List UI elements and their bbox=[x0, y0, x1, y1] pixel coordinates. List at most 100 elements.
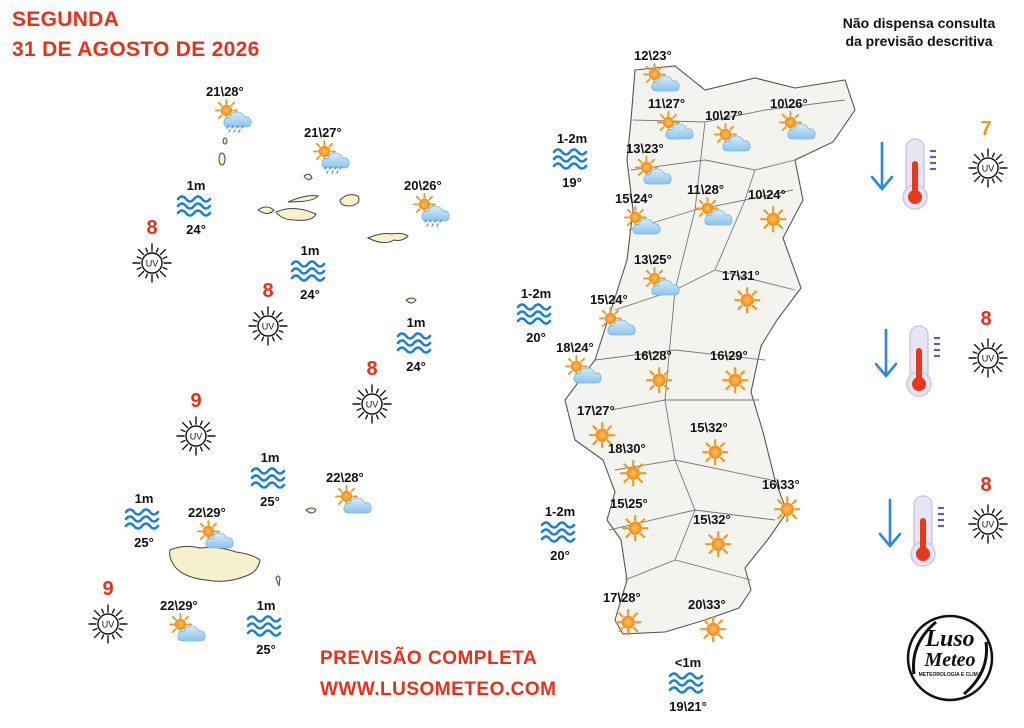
city-forecast-temp: 12\23° bbox=[634, 48, 672, 63]
city-forecast-temp: 10\26° bbox=[770, 96, 808, 111]
city-forecast-temp: 16\29° bbox=[710, 348, 748, 363]
island-forecast-temp: 20\26° bbox=[404, 178, 442, 193]
temperature-down-indicator bbox=[878, 495, 944, 567]
waves-icon bbox=[176, 195, 212, 217]
wave-height: 1-2m bbox=[520, 286, 552, 301]
sea-temp: 24° bbox=[406, 359, 426, 374]
sun-rain-icon bbox=[313, 140, 350, 174]
sun-icon bbox=[619, 460, 647, 487]
city-forecast-temp: 13\23° bbox=[626, 141, 664, 156]
city-forecast-temp: 18\24° bbox=[556, 340, 594, 355]
waves-icon bbox=[290, 260, 326, 282]
city-forecast-temp: 15\24° bbox=[615, 191, 653, 206]
date-title: 31 DE AGOSTO DE 2026 bbox=[12, 38, 260, 61]
wave-height: <1m bbox=[674, 655, 702, 670]
uv-label: UV bbox=[366, 400, 379, 410]
sea-temp: 20° bbox=[526, 330, 546, 345]
city-forecast-temp: 17\31° bbox=[722, 268, 760, 283]
waves-icon bbox=[552, 148, 588, 170]
wave-height: 1m bbox=[256, 598, 276, 613]
disclaimer: Não dispensa consulta da previsão descri… bbox=[824, 14, 1014, 50]
island-uv-value: 8 bbox=[366, 358, 378, 380]
city-forecast-temp: 17\27° bbox=[577, 403, 615, 418]
wave-height: 1-2m bbox=[544, 504, 576, 519]
sun-icon bbox=[759, 206, 787, 233]
island-sea-state: 1m 25° bbox=[124, 491, 164, 550]
sun-cloud-icon bbox=[168, 613, 206, 642]
island-uv-icon: UV bbox=[88, 604, 128, 644]
sun-cloud-icon bbox=[643, 63, 680, 92]
sun-cloud-icon bbox=[624, 206, 661, 235]
waves-icon bbox=[124, 508, 160, 530]
sea-temp: 19\21° bbox=[669, 699, 707, 714]
island-uv-icon: UV bbox=[132, 243, 172, 283]
waves-icon bbox=[540, 521, 576, 543]
down-arrow-icon bbox=[878, 498, 902, 549]
footer-link[interactable]: WWW.LUSOMETEO.COM bbox=[320, 679, 557, 700]
sun-rain-icon bbox=[214, 99, 252, 133]
logo-word-1: Luso bbox=[925, 626, 975, 652]
sun-cloud-icon bbox=[714, 123, 751, 152]
wave-height: 1-2m bbox=[556, 131, 588, 146]
sun-icon bbox=[704, 530, 732, 558]
city-forecast-temp: 15\25° bbox=[610, 496, 648, 511]
sea-temp: 25° bbox=[256, 642, 276, 657]
island-pico bbox=[275, 208, 317, 221]
sun-icon bbox=[701, 439, 729, 466]
sun-cloud-icon bbox=[599, 307, 636, 336]
island-forecast-temp: 22\29° bbox=[160, 598, 198, 613]
disclaimer-line-1: Não dispensa consulta bbox=[842, 15, 996, 31]
wave-height: 1m bbox=[260, 450, 280, 465]
island-santa-maria bbox=[405, 297, 417, 304]
city-forecast-temp: 10\24° bbox=[748, 187, 786, 202]
island-uv-value: 9 bbox=[190, 390, 202, 412]
temperature-down-indicator bbox=[870, 138, 936, 210]
sun-icon bbox=[721, 367, 749, 394]
sun-icon bbox=[614, 608, 642, 636]
uv-label: UV bbox=[190, 432, 203, 442]
sun-cloud-icon bbox=[335, 485, 372, 514]
sun-icon bbox=[645, 367, 673, 394]
waves-icon bbox=[246, 615, 282, 637]
city-forecast-temp: 20\33° bbox=[688, 597, 726, 612]
city-forecast-temp: 11\27° bbox=[648, 96, 686, 111]
sun-cloud-icon bbox=[657, 111, 694, 140]
island-faial bbox=[257, 206, 275, 214]
city-forecast-temp: 15\32° bbox=[690, 420, 728, 435]
island-sea-state: 1m 25° bbox=[246, 598, 286, 657]
islands-map bbox=[169, 137, 417, 587]
logo-word-2: Meteo bbox=[924, 649, 976, 671]
waves-icon bbox=[516, 303, 552, 325]
sun-icon bbox=[699, 615, 727, 643]
island-terceira bbox=[339, 194, 360, 207]
island-uv-value: 9 bbox=[102, 578, 114, 600]
uv-label: UV bbox=[982, 520, 995, 530]
city-forecast-temp: 10\27° bbox=[705, 108, 743, 123]
sea-temp: 19° bbox=[562, 175, 582, 190]
island-sea-state: 1m 24° bbox=[396, 315, 436, 374]
wave-height: 1m bbox=[134, 491, 154, 506]
island-sea-state: 1m 24° bbox=[176, 178, 216, 237]
down-arrow-icon bbox=[870, 141, 894, 192]
sea-temp: 24° bbox=[186, 222, 206, 237]
thermometer-icon bbox=[910, 495, 944, 567]
sun-rain-icon bbox=[413, 193, 450, 227]
uv-label: UV bbox=[146, 259, 159, 269]
uv-label: UV bbox=[262, 322, 275, 332]
sun-icon bbox=[621, 514, 649, 542]
wave-height: 1m bbox=[186, 178, 206, 193]
down-arrow-icon bbox=[874, 328, 898, 379]
disclaimer-line-2: da previsão descritiva bbox=[845, 33, 993, 49]
logo-ring bbox=[906, 614, 994, 702]
island-forecast-temp: 21\27° bbox=[304, 125, 342, 140]
waves-icon bbox=[250, 467, 286, 489]
island-porto-santo bbox=[305, 507, 317, 514]
mainland-sea-state: 1-2m 20° bbox=[516, 286, 556, 345]
city-forecast-temp: 15\24° bbox=[590, 292, 628, 307]
city-forecast-temp: 18\30° bbox=[608, 441, 646, 456]
island-uv-icon: UV bbox=[176, 416, 216, 456]
sun-cloud-icon bbox=[635, 156, 672, 185]
sea-temp: 20° bbox=[550, 548, 570, 563]
uv-panel-value: 8 bbox=[980, 308, 992, 330]
thermometer-icon bbox=[906, 325, 940, 397]
